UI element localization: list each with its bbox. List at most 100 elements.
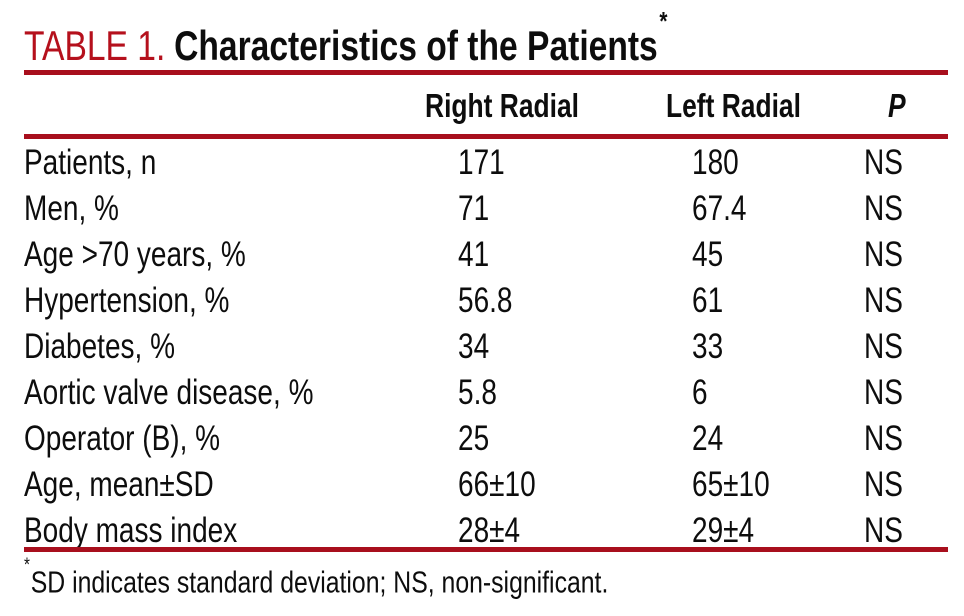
left-radial-cell: 29±4	[659, 505, 850, 551]
table-number-label: TABLE 1.	[24, 22, 166, 69]
right-radial-cell: 34	[424, 321, 659, 367]
left-radial-value: 24	[692, 419, 724, 458]
table-footnote: *SD indicates standard deviation; NS, no…	[24, 555, 754, 601]
left-radial-value: 45	[692, 235, 724, 274]
right-radial-value: 5.8	[458, 373, 497, 412]
left-radial-cell: 33	[659, 321, 850, 367]
row-label: Operator (B), %	[24, 419, 221, 458]
left-radial-cell: 6	[659, 367, 850, 413]
row-label: Aortic valve disease, %	[24, 373, 314, 412]
title-footnote-marker: *	[659, 6, 668, 36]
p-value: NS	[864, 327, 903, 366]
p-value-cell: NS	[850, 183, 948, 229]
right-radial-value: 71	[458, 189, 490, 228]
table-row: Patients, n 171 180 NS	[24, 137, 948, 183]
row-label-cell: Body mass index	[24, 505, 424, 551]
left-radial-cell: 61	[659, 275, 850, 321]
p-value-cell: NS	[850, 321, 948, 367]
p-value-cell: NS	[850, 505, 948, 551]
right-radial-value: 34	[458, 327, 490, 366]
row-label: Age >70 years, %	[24, 235, 246, 274]
p-value: NS	[864, 189, 903, 228]
left-radial-value: 67.4	[692, 189, 747, 228]
right-radial-value: 56.8	[458, 281, 513, 320]
row-label-cell: Men, %	[24, 183, 424, 229]
right-radial-value: 25	[458, 419, 490, 458]
left-radial-cell: 65±10	[659, 459, 850, 505]
row-label-cell: Diabetes, %	[24, 321, 424, 367]
right-radial-cell: 41	[424, 229, 659, 275]
right-radial-cell: 56.8	[424, 275, 659, 321]
right-radial-cell: 5.8	[424, 367, 659, 413]
table-row: Age, mean±SD 66±10 65±10 NS	[24, 459, 948, 505]
row-label-cell: Hypertension, %	[24, 275, 424, 321]
header-divider-rule	[24, 134, 948, 139]
footnote-marker: *	[24, 555, 30, 576]
table-row: Hypertension, % 56.8 61 NS	[24, 275, 948, 321]
row-label: Men, %	[24, 189, 119, 228]
header-rowlabel-cell	[24, 75, 424, 137]
left-radial-value: 61	[692, 281, 724, 320]
p-value-cell: NS	[850, 275, 948, 321]
right-radial-cell: 28±4	[424, 505, 659, 551]
left-radial-cell: 180	[659, 137, 850, 183]
right-radial-value: 28±4	[458, 511, 521, 550]
p-value-cell: NS	[850, 229, 948, 275]
left-radial-cell: 45	[659, 229, 850, 275]
left-radial-value: 65±10	[692, 465, 770, 504]
left-radial-value: 6	[692, 373, 708, 412]
row-label-cell: Age >70 years, %	[24, 229, 424, 275]
header-left-radial: Left Radial	[666, 87, 801, 124]
right-radial-cell: 71	[424, 183, 659, 229]
top-rule	[24, 70, 948, 75]
table-caption: TABLE 1. Characteristics of the Patients*	[24, 6, 828, 70]
left-radial-value: 29±4	[692, 511, 755, 550]
left-radial-value: 33	[692, 327, 724, 366]
left-radial-cell: 24	[659, 413, 850, 459]
footnote-text: SD indicates standard deviation; NS, non…	[30, 564, 609, 600]
p-value-cell: NS	[850, 459, 948, 505]
p-value-cell: NS	[850, 413, 948, 459]
p-value-cell: NS	[850, 137, 948, 183]
row-label-cell: Age, mean±SD	[24, 459, 424, 505]
p-value: NS	[864, 235, 903, 274]
p-value-cell: NS	[850, 367, 948, 413]
table-title-text: Characteristics of the Patients	[174, 22, 658, 69]
right-radial-cell: 171	[424, 137, 659, 183]
right-radial-cell: 66±10	[424, 459, 659, 505]
header-right-radial: Right Radial	[425, 87, 580, 124]
characteristics-table: Right Radial Left Radial P Patients, n 1…	[24, 75, 948, 551]
header-p-value: P	[888, 87, 906, 124]
right-radial-value: 41	[458, 235, 490, 274]
row-label: Hypertension, %	[24, 281, 230, 320]
row-label: Body mass index	[24, 511, 238, 550]
row-label-cell: Aortic valve disease, %	[24, 367, 424, 413]
table-row: Age >70 years, % 41 45 NS	[24, 229, 948, 275]
table-row: Body mass index 28±4 29±4 NS	[24, 505, 948, 551]
p-value: NS	[864, 465, 903, 504]
row-label-cell: Patients, n	[24, 137, 424, 183]
header-row: Right Radial Left Radial P	[24, 75, 948, 137]
left-radial-value: 180	[692, 143, 739, 182]
p-value: NS	[864, 419, 903, 458]
table-row: Men, % 71 67.4 NS	[24, 183, 948, 229]
table-row: Operator (B), % 25 24 NS	[24, 413, 948, 459]
row-label: Age, mean±SD	[24, 465, 214, 504]
right-radial-value: 171	[458, 143, 505, 182]
right-radial-cell: 25	[424, 413, 659, 459]
p-value: NS	[864, 143, 903, 182]
table-row: Diabetes, % 34 33 NS	[24, 321, 948, 367]
bottom-rule	[24, 547, 948, 552]
p-value: NS	[864, 511, 903, 550]
table-row: Aortic valve disease, % 5.8 6 NS	[24, 367, 948, 413]
p-value: NS	[864, 373, 903, 412]
p-value: NS	[864, 281, 903, 320]
left-radial-cell: 67.4	[659, 183, 850, 229]
row-label: Patients, n	[24, 143, 157, 182]
row-label-cell: Operator (B), %	[24, 413, 424, 459]
table-body: Patients, n 171 180 NS Men, % 71 67.4 NS…	[24, 137, 948, 551]
table-header: Right Radial Left Radial P	[24, 75, 948, 137]
right-radial-value: 66±10	[458, 465, 536, 504]
row-label: Diabetes, %	[24, 327, 175, 366]
